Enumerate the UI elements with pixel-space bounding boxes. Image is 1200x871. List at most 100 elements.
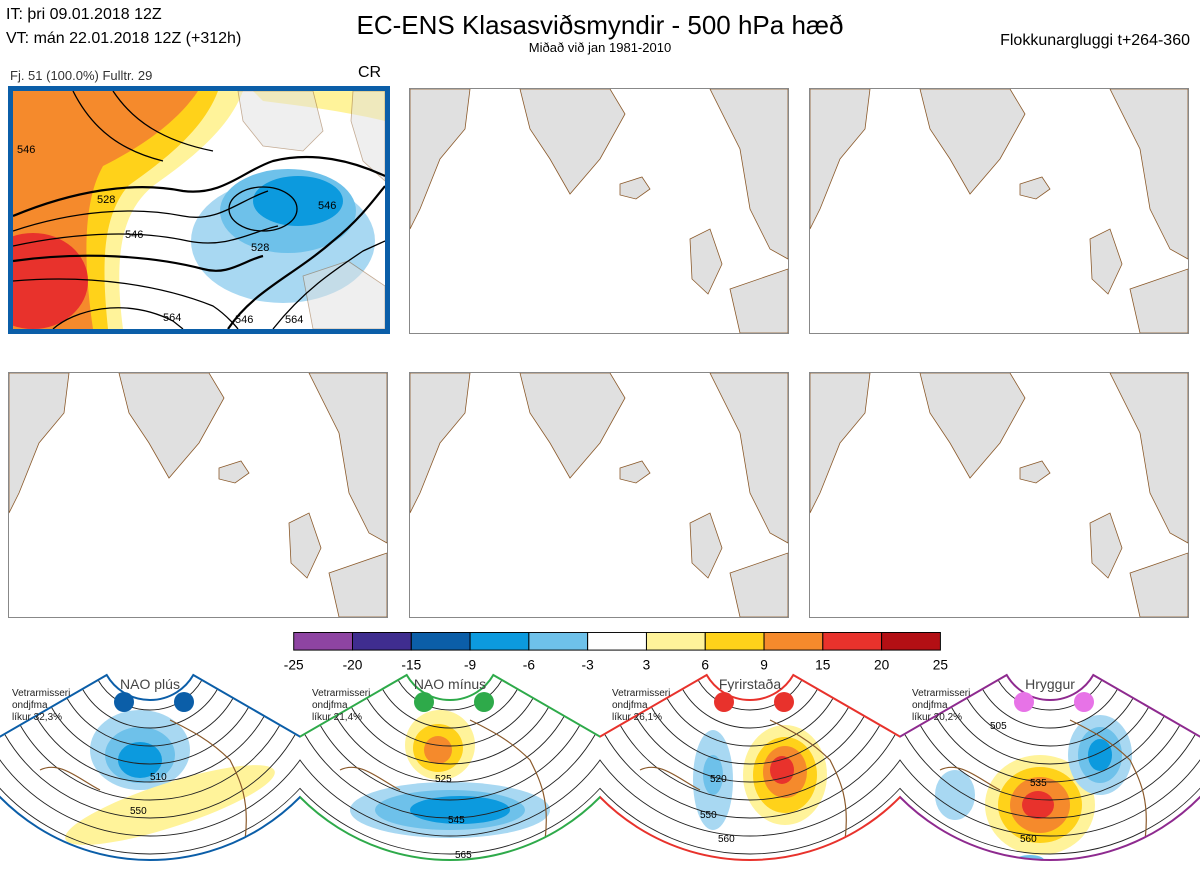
height-contours	[13, 91, 385, 329]
regime-height-contour	[300, 742, 600, 837]
regime-height-contour	[697, 679, 803, 711]
regime-info-line: ondjfma	[612, 700, 648, 711]
regime-contour-label: 550	[130, 806, 147, 817]
britain-land	[1089, 512, 1123, 579]
regime-info-line: líkur 32,3%	[12, 712, 63, 723]
iceland-land	[619, 460, 651, 484]
regime-fields	[0, 679, 300, 855]
regime-contour-label: 510	[150, 772, 167, 783]
cluster-map-panel-1[interactable]: 528 546 528 546 564 546 564 546	[8, 86, 390, 334]
regime-info-line: líkur 20,2%	[912, 712, 963, 723]
europe-land	[302, 260, 385, 329]
regime-height-contour	[900, 751, 1200, 855]
regime-marker-dot	[414, 692, 434, 712]
regime-height-contour	[382, 688, 518, 729]
canada-land	[410, 89, 471, 230]
canada-land	[9, 373, 70, 514]
colorbar-tick-label: 20	[874, 658, 890, 673]
regime-height-contour	[950, 706, 1150, 765]
regime-height-contour	[97, 679, 203, 711]
regime-coastline	[639, 719, 847, 841]
regime-contour-label: 505	[990, 721, 1007, 732]
britain-land	[1089, 228, 1123, 295]
empty-map-svg	[810, 89, 1188, 333]
regime-height-contour	[982, 688, 1118, 729]
contour-label: 528	[251, 242, 269, 254]
cluster-map-panel-5[interactable]	[409, 372, 789, 618]
regime-name: NAO mínus	[413, 676, 487, 692]
regime-coastline	[39, 719, 247, 841]
regime-marker-dot	[714, 692, 734, 712]
regime-info-line: ondjfma	[312, 700, 348, 711]
colorbar-tick-label: -9	[464, 658, 476, 673]
colorbar-tick-label: -6	[523, 658, 536, 673]
regime-contour-label: 535	[1030, 778, 1047, 789]
regime-sector-border	[0, 673, 300, 861]
regime-height-contour	[600, 742, 900, 837]
colorbar-tick-label: 25	[933, 658, 949, 673]
greenland-land	[118, 373, 225, 479]
empty-map-svg	[810, 373, 1188, 617]
regime-height-contour	[650, 706, 850, 765]
regime-map-svg: 520 550 560	[600, 673, 900, 861]
regime-height-contour	[319, 724, 581, 801]
regime-sector-border	[300, 673, 600, 861]
regime-contour-label: 565	[455, 850, 472, 861]
regime-height-contour	[66, 697, 234, 747]
regime-info: Vetrarmisseri ondjfma líkur 26,1%	[612, 688, 670, 724]
regime-anomaly	[65, 765, 275, 845]
cluster-map-panel-6[interactable]	[809, 372, 1189, 618]
regime-height-contour	[19, 724, 281, 801]
page-title: EC-ENS Klasasviðsmyndir - 500 hPa hæð	[356, 10, 844, 40]
regime-name: Fyrirstaða	[718, 676, 782, 692]
regime-height-contour	[335, 715, 565, 783]
regime-marker-dot	[174, 692, 194, 712]
regime-contour-label: 550	[700, 810, 717, 821]
regime-marker-dot	[114, 692, 134, 712]
regime-height-contour	[997, 679, 1103, 711]
scandinavia-land	[709, 89, 788, 260]
regime-height-contour	[904, 733, 1196, 819]
regime-info-line: líkur 21,4%	[312, 712, 363, 723]
regime-height-contour	[600, 751, 900, 855]
regime-ridge: 505 535 560 Vetrarmisseri ondjfma líkur 20…	[900, 630, 1200, 870]
iceland-land	[218, 460, 250, 484]
regime-name: Hryggur	[1025, 676, 1075, 692]
regime-height-contour	[935, 715, 1165, 783]
regime-height-contour	[0, 751, 300, 855]
colorbar-tick-label: 15	[815, 658, 831, 673]
regime-coastline	[939, 719, 1147, 841]
regime-name: NAO plús	[120, 676, 180, 692]
regime-fields	[600, 679, 900, 855]
empty-map-svg	[410, 373, 788, 617]
contour-label: 564	[285, 314, 303, 326]
contour-label: 546	[235, 314, 253, 326]
regime-height-contour	[900, 742, 1200, 837]
regime-info-line: Vetrarmisseri	[12, 688, 71, 699]
regime-sector-border	[600, 673, 900, 861]
regime-anomaly	[935, 770, 975, 820]
contour-label: 546	[17, 144, 35, 156]
regime-anomaly	[1022, 791, 1054, 819]
page-subtitle: Miðað við jan 1981-2010	[528, 40, 672, 55]
initial-time: IT: þri 09.01.2018 12Z	[6, 6, 162, 23]
regime-anomaly	[1088, 739, 1112, 771]
britain-land	[689, 512, 723, 579]
greenland-land	[519, 373, 626, 479]
scandinavia-land	[709, 373, 788, 544]
contour-label: 528	[97, 194, 115, 206]
regime-height-contour	[604, 733, 896, 819]
cluster-label: Fj. 51 (100.0%) Fulltr. 29	[10, 68, 153, 83]
cluster-map-panel-3[interactable]	[809, 88, 1189, 334]
cluster-map-panel-4[interactable]	[8, 372, 388, 618]
regime-fields	[300, 679, 600, 855]
regime-anomaly	[118, 742, 162, 778]
colorbar-tick-label: -15	[401, 658, 421, 673]
cluster-map-svg: 528 546 528 546 564 546 564 546	[13, 91, 385, 329]
regime-height-contour	[35, 715, 265, 783]
regime-info-line: ondjfma	[12, 700, 48, 711]
cluster-map-panel-2[interactable]	[409, 88, 789, 334]
regime-height-contour	[635, 715, 865, 783]
regime-height-contour	[919, 724, 1181, 801]
canada-land	[810, 373, 871, 514]
